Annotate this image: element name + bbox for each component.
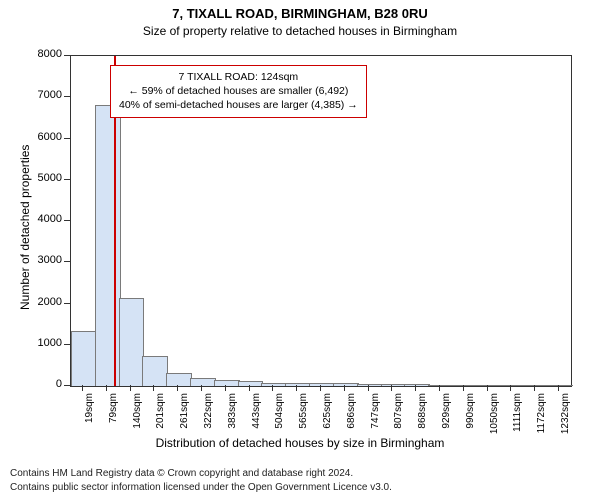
x-tick-label: 929sqm xyxy=(441,393,452,443)
x-tick-label: 504sqm xyxy=(274,393,285,443)
histogram-bar xyxy=(95,105,121,387)
x-tick-label: 443sqm xyxy=(251,393,262,443)
histogram-bar xyxy=(452,385,478,386)
x-tick-label: 868sqm xyxy=(417,393,428,443)
x-tick xyxy=(272,385,273,391)
x-tick xyxy=(201,385,202,391)
y-axis-label: Number of detached properties xyxy=(18,145,32,310)
y-tick-label: 6000 xyxy=(22,131,62,143)
x-tick xyxy=(487,385,488,391)
x-tick-label: 625sqm xyxy=(322,393,333,443)
y-tick-label: 5000 xyxy=(22,172,62,184)
x-tick-label: 686sqm xyxy=(346,393,357,443)
y-tick-label: 0 xyxy=(22,378,62,390)
x-tick-label: 1232sqm xyxy=(560,393,571,443)
annotation-line-1: 7 TIXALL ROAD: 124sqm xyxy=(119,70,358,84)
x-tick xyxy=(439,385,440,391)
histogram-bar xyxy=(285,383,311,386)
license-line-2: Contains public sector information licen… xyxy=(10,481,392,495)
histogram-bar xyxy=(214,380,240,386)
histogram-bar xyxy=(190,378,216,386)
x-tick-label: 1050sqm xyxy=(489,393,500,443)
x-tick-label: 79sqm xyxy=(108,393,119,443)
chart-title: 7, TIXALL ROAD, BIRMINGHAM, B28 0RU xyxy=(0,6,600,21)
histogram-bar xyxy=(333,383,359,386)
x-tick xyxy=(177,385,178,391)
y-tick xyxy=(64,96,70,97)
y-tick xyxy=(64,220,70,221)
histogram-bar xyxy=(119,298,145,386)
x-tick-label: 990sqm xyxy=(465,393,476,443)
marker-annotation: 7 TIXALL ROAD: 124sqm ← 59% of detached … xyxy=(110,65,367,118)
histogram-bar xyxy=(523,385,549,386)
x-tick-label: 201sqm xyxy=(155,393,166,443)
annotation-line-2: ← 59% of detached houses are smaller (6,… xyxy=(119,84,358,98)
y-tick-label: 7000 xyxy=(22,89,62,101)
x-tick-label: 140sqm xyxy=(132,393,143,443)
y-tick xyxy=(64,344,70,345)
histogram-bar xyxy=(500,385,526,386)
x-tick xyxy=(130,385,131,391)
chart-subtitle: Size of property relative to detached ho… xyxy=(0,24,600,38)
histogram-bar xyxy=(381,384,407,386)
x-tick xyxy=(344,385,345,391)
y-tick xyxy=(64,385,70,386)
histogram-bar xyxy=(166,373,192,386)
y-tick xyxy=(64,138,70,139)
x-tick xyxy=(510,385,511,391)
license-text: Contains HM Land Registry data © Crown c… xyxy=(10,467,392,494)
y-tick xyxy=(64,303,70,304)
histogram-bar xyxy=(547,385,573,386)
x-tick xyxy=(534,385,535,391)
x-tick-label: 261sqm xyxy=(179,393,190,443)
x-tick-label: 747sqm xyxy=(370,393,381,443)
histogram-bar xyxy=(404,384,430,386)
x-tick xyxy=(153,385,154,391)
y-tick-label: 8000 xyxy=(22,48,62,60)
x-tick-label: 1111sqm xyxy=(512,393,523,443)
y-tick-label: 4000 xyxy=(22,213,62,225)
y-tick xyxy=(64,179,70,180)
histogram-bar xyxy=(261,383,287,386)
x-tick xyxy=(558,385,559,391)
x-tick xyxy=(249,385,250,391)
x-tick-label: 19sqm xyxy=(84,393,95,443)
x-tick xyxy=(415,385,416,391)
x-tick xyxy=(463,385,464,391)
y-tick-label: 2000 xyxy=(22,296,62,308)
histogram-bar xyxy=(309,383,335,386)
histogram-bar xyxy=(357,384,383,386)
x-tick xyxy=(368,385,369,391)
x-tick xyxy=(106,385,107,391)
histogram-bar xyxy=(142,356,168,386)
x-tick-label: 565sqm xyxy=(298,393,309,443)
histogram-bar xyxy=(476,385,502,386)
histogram-bar xyxy=(428,385,454,386)
y-tick xyxy=(64,55,70,56)
x-tick-label: 1172sqm xyxy=(536,393,547,443)
histogram-bar xyxy=(238,381,264,386)
x-tick xyxy=(296,385,297,391)
x-tick xyxy=(225,385,226,391)
chart-container: { "header": { "title": "7, TIXALL ROAD, … xyxy=(0,0,600,500)
y-tick-label: 3000 xyxy=(22,254,62,266)
histogram-bar xyxy=(71,331,97,386)
x-tick-label: 322sqm xyxy=(203,393,214,443)
x-tick xyxy=(391,385,392,391)
y-tick-label: 1000 xyxy=(22,337,62,349)
x-tick-label: 807sqm xyxy=(393,393,404,443)
x-tick-label: 383sqm xyxy=(227,393,238,443)
x-tick xyxy=(82,385,83,391)
annotation-line-3: 40% of semi-detached houses are larger (… xyxy=(119,98,358,112)
y-tick xyxy=(64,261,70,262)
license-line-1: Contains HM Land Registry data © Crown c… xyxy=(10,467,392,481)
x-tick xyxy=(320,385,321,391)
